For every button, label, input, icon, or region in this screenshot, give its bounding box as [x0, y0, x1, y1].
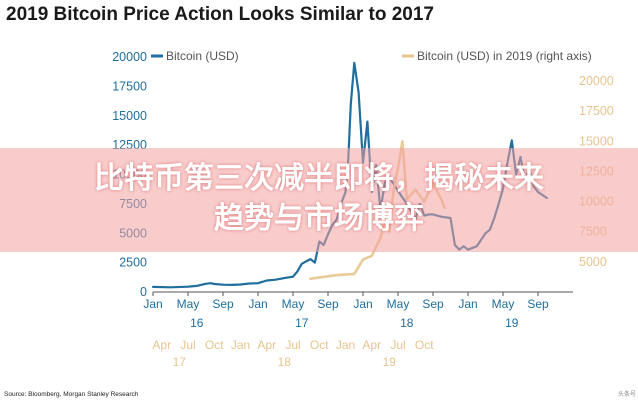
top-axis-year-label: 17	[173, 355, 187, 369]
bottom-month-label: May	[492, 297, 515, 311]
left-axis-tick-label: 2500	[119, 256, 147, 270]
bottom-month-label: May	[282, 297, 305, 311]
left-axis-tick-label: 0	[140, 285, 147, 299]
chart-title: 2019 Bitcoin Price Action Looks Similar …	[6, 4, 435, 25]
top-axis-month-label: Jan	[336, 338, 355, 352]
top-axis-month-label: Oct	[310, 338, 329, 352]
overlay-banner: 比特币第三次减半即将，揭秘未来 趋势与市场博弈	[0, 148, 638, 252]
bottom-month-label: Jan	[143, 297, 162, 311]
banner-line-2: 趋势与市场博弈	[214, 201, 424, 236]
left-axis-tick-label: 20000	[112, 50, 147, 64]
right-axis-tick-label: 5000	[579, 255, 607, 269]
bottom-month-label: Jan	[458, 297, 477, 311]
bottom-month-label: Jan	[248, 297, 267, 311]
top-axis-month-label: Oct	[415, 338, 434, 352]
top-axis-month-label: Jul	[390, 338, 405, 352]
right-axis-tick-label: 17500	[579, 104, 614, 118]
top-axis-month-label: Oct	[205, 338, 224, 352]
bottom-month-label: May	[177, 297, 200, 311]
bottom-year-label: 18	[400, 316, 414, 330]
bottom-month-label: May	[387, 297, 410, 311]
top-axis-month-label: Apr	[152, 338, 171, 352]
top-axis-month-label: Jul	[180, 338, 195, 352]
banner-line-1: 比特币第三次减半即将，揭秘未来	[94, 161, 544, 196]
top-axis-month-label: Jan	[231, 338, 250, 352]
right-axis-tick-label: 15000	[579, 134, 614, 148]
legend-label-bitcoin-2019: Bitcoin (USD) in 2019 (right axis)	[417, 49, 592, 63]
bottom-month-label: Sep	[212, 297, 234, 311]
left-axis-tick-label: 15000	[112, 109, 147, 123]
top-axis-month-label: Apr	[362, 338, 381, 352]
top-axis-year-label: 18	[278, 355, 292, 369]
bottom-year-label: 17	[295, 316, 309, 330]
top-axis-year-label: 19	[383, 355, 397, 369]
watermark-logo: 头条号	[617, 392, 636, 398]
source-note: Source: Bloomberg, Morgan Stanley Resear…	[4, 391, 139, 398]
bottom-year-label: 19	[505, 316, 519, 330]
bottom-year-label: 16	[190, 316, 204, 330]
bottom-month-label: Jan	[353, 297, 372, 311]
bottom-month-label: Sep	[422, 297, 444, 311]
right-axis-tick-label: 20000	[579, 74, 614, 88]
legend-label-bitcoin: Bitcoin (USD)	[166, 49, 239, 63]
bottom-month-label: Sep	[317, 297, 339, 311]
left-axis-tick-label: 17500	[112, 79, 147, 93]
top-axis-month-label: Apr	[257, 338, 276, 352]
top-axis-month-label: Jul	[285, 338, 300, 352]
bottom-month-label: Sep	[527, 297, 549, 311]
